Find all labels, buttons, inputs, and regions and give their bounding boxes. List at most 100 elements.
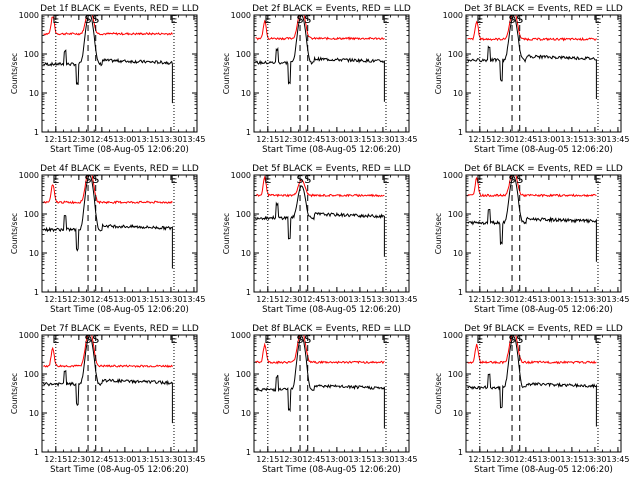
- y-tick-label: 1: [34, 128, 39, 137]
- panel-data: [43, 175, 173, 269]
- x-tick-label: 13:15: [560, 295, 583, 304]
- x-tick-label: 12:15: [256, 295, 279, 304]
- panel-title: Det 4f BLACK = Events, RED = LLD: [40, 164, 199, 174]
- y-tick-label: 100: [448, 210, 463, 219]
- y-tick-label: 1: [34, 448, 39, 457]
- marker-label: E: [383, 173, 390, 186]
- lld-series-line: [467, 175, 597, 198]
- x-tick-label: 13:45: [606, 135, 629, 144]
- chart-panel: Det 1f BLACK = Events, RED = LLDESSE1101…: [10, 4, 205, 155]
- x-tick-label: 13:15: [560, 135, 583, 144]
- x-tick-label: 13:45: [394, 295, 417, 304]
- x-axis-label: Start Time (08-Aug-05 12:06:20): [262, 465, 401, 475]
- x-tick-label: 13:00: [325, 135, 348, 144]
- y-tick-label: 100: [236, 370, 251, 379]
- x-tick-label: 12:30: [279, 455, 302, 464]
- x-tick-label: 13:30: [371, 455, 394, 464]
- chart-panel: Det 9f BLACK = Events, RED = LLDESSE1101…: [434, 324, 629, 475]
- lld-series-line: [43, 15, 173, 36]
- panel-data: [43, 15, 173, 104]
- x-tick-label: 12:30: [67, 295, 90, 304]
- x-tick-label: 13:15: [560, 455, 583, 464]
- plot-frame: [41, 174, 198, 293]
- marker-label: S: [304, 333, 311, 346]
- x-tick-label: 12:15: [44, 295, 67, 304]
- x-tick-label: 13:45: [182, 135, 205, 144]
- x-axis-label: Start Time (08-Aug-05 12:06:20): [474, 305, 613, 315]
- events-series-line: [467, 15, 597, 99]
- y-axis-label: Counts/sec: [10, 53, 19, 94]
- y-tick-label: 1000: [443, 331, 463, 340]
- plot-frame: [253, 174, 410, 293]
- marker-label: S: [297, 173, 304, 186]
- y-tick-label: 10: [241, 409, 251, 418]
- x-axis-label: Start Time (08-Aug-05 12:06:20): [474, 465, 613, 475]
- y-tick-label: 10: [29, 249, 39, 258]
- x-tick-label: 12:15: [256, 135, 279, 144]
- x-tick-label: 12:15: [256, 455, 279, 464]
- panel-title: Det 6f BLACK = Events, RED = LLD: [464, 164, 623, 174]
- marker-label: S: [297, 13, 304, 26]
- x-tick-label: 13:45: [606, 455, 629, 464]
- lld-series-line: [255, 175, 385, 198]
- panel-data: [255, 335, 385, 429]
- plot-frame: [465, 14, 622, 133]
- x-tick-label: 13:30: [583, 455, 606, 464]
- x-axis-label: Start Time (08-Aug-05 12:06:20): [474, 145, 613, 155]
- y-tick-label: 10: [241, 249, 251, 258]
- panel-data: [255, 175, 385, 257]
- x-tick-label: 13:45: [606, 295, 629, 304]
- y-tick-label: 100: [236, 210, 251, 219]
- x-axis-label: Start Time (08-Aug-05 12:06:20): [50, 465, 189, 475]
- marker-label: S: [516, 333, 523, 346]
- y-axis-label: Counts/sec: [222, 213, 231, 254]
- marker-label: S: [92, 333, 99, 346]
- y-tick-label: 1: [34, 288, 39, 297]
- marker-label: E: [595, 333, 602, 346]
- chart-panel: Det 5f BLACK = Events, RED = LLDESSE1101…: [222, 164, 417, 315]
- plot-frame: [465, 174, 622, 293]
- x-tick-label: 12:45: [90, 455, 113, 464]
- x-tick-label: 13:00: [325, 295, 348, 304]
- marker-label: S: [509, 333, 516, 346]
- events-series-line: [255, 335, 385, 429]
- y-tick-label: 10: [453, 89, 463, 98]
- plot-frame: [41, 334, 198, 453]
- panel-data: [467, 175, 597, 262]
- x-tick-label: 13:45: [182, 455, 205, 464]
- x-tick-label: 13:30: [583, 135, 606, 144]
- lld-series-line: [255, 15, 385, 41]
- x-tick-label: 12:45: [514, 135, 537, 144]
- events-series-line: [467, 175, 597, 262]
- events-series-line: [43, 15, 173, 104]
- x-tick-label: 13:00: [113, 135, 136, 144]
- x-tick-label: 12:45: [90, 135, 113, 144]
- x-tick-label: 13:15: [136, 455, 159, 464]
- x-tick-label: 13:15: [136, 295, 159, 304]
- x-tick-label: 13:45: [394, 455, 417, 464]
- y-tick-label: 10: [29, 89, 39, 98]
- y-axis-label: Counts/sec: [222, 53, 231, 94]
- y-tick-label: 1: [458, 288, 463, 297]
- panel-title: Det 3f BLACK = Events, RED = LLD: [464, 4, 623, 14]
- events-series-line: [43, 335, 173, 424]
- x-tick-label: 13:15: [136, 135, 159, 144]
- x-axis-label: Start Time (08-Aug-05 12:06:20): [262, 145, 401, 155]
- y-tick-label: 100: [236, 50, 251, 59]
- x-tick-label: 12:30: [491, 295, 514, 304]
- plot-frame: [253, 14, 410, 133]
- y-tick-label: 1000: [443, 11, 463, 20]
- x-tick-label: 13:00: [537, 295, 560, 304]
- panel-title: Det 8f BLACK = Events, RED = LLD: [252, 324, 411, 334]
- marker-label: S: [85, 13, 92, 26]
- x-tick-label: 12:30: [67, 455, 90, 464]
- marker-label: S: [509, 173, 516, 186]
- x-tick-label: 13:00: [325, 455, 348, 464]
- y-tick-label: 10: [453, 249, 463, 258]
- marker-label: S: [516, 13, 523, 26]
- x-tick-label: 12:15: [468, 135, 491, 144]
- chart-panel: Det 7f BLACK = Events, RED = LLDESSE1101…: [10, 324, 205, 475]
- panel-data: [43, 335, 173, 424]
- y-tick-label: 100: [24, 210, 39, 219]
